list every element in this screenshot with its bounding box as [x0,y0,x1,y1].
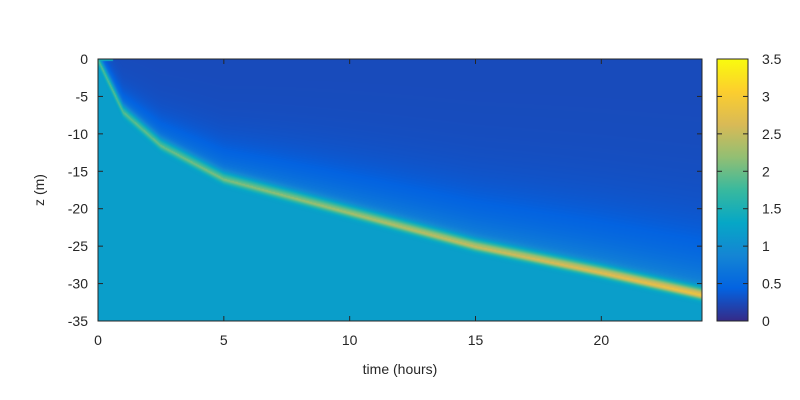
y-tick-label: -15 [68,163,88,179]
colorbar [716,58,749,322]
y-tick-label: -5 [76,88,89,104]
x-tick-label: 20 [594,332,610,348]
y-axis-label: z (m) [31,174,47,206]
colorbar-tick-label: 3 [762,88,770,104]
x-axis: 0 5 10 15 20 [94,59,609,348]
colorbar-tick-label: 2.5 [762,126,782,142]
y-tick-label: -20 [68,201,88,217]
colorbar-ticks: 0 0.5 1 1.5 2 2.5 3 3.5 [717,51,782,329]
y-axis: 0 -5 -10 -15 -20 -25 -30 -35 [68,51,702,329]
colorbar-tick-label: 3.5 [762,51,782,67]
y-tick-label: 0 [80,51,88,67]
y-tick-label: -10 [68,126,88,142]
y-tick-label: -35 [68,313,88,329]
colorbar-tick-label: 1 [762,238,770,254]
x-tick-label: 15 [468,332,484,348]
x-axis-label: time (hours) [363,361,438,377]
plot-frame [97,58,703,322]
x-tick-label: 5 [220,332,228,348]
x-tick-label: 10 [342,332,358,348]
colorbar-tick-label: 0 [762,313,770,329]
heatmap-image [98,59,702,321]
colorbar-tick-label: 0.5 [762,276,782,292]
colorbar-tick-label: 2 [762,163,770,179]
y-tick-label: -30 [68,276,88,292]
y-tick-label: -25 [68,238,88,254]
plot-border [97,58,703,322]
colorbar-tick-label: 1.5 [762,201,782,217]
x-tick-label: 0 [94,332,102,348]
